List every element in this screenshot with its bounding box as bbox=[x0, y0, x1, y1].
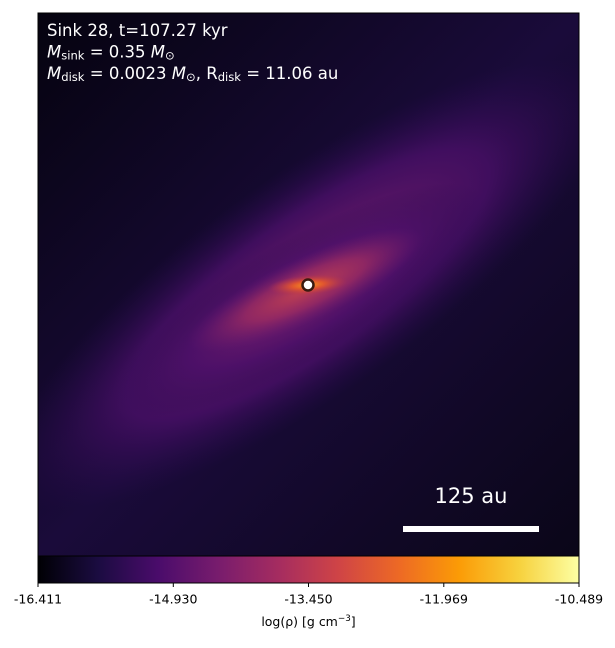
text-part: log(ρ) [g cm bbox=[261, 614, 338, 629]
colorbar-tick-label: -13.450 bbox=[284, 592, 332, 607]
text-part: disk bbox=[61, 70, 85, 84]
colorbar-tick-label: -10.489 bbox=[555, 592, 603, 607]
text-part: sink bbox=[61, 48, 85, 62]
text-part: disk bbox=[218, 70, 242, 84]
text-part: M bbox=[47, 64, 61, 83]
text-part: ⊙ bbox=[165, 48, 175, 62]
text-part: = 0.0023 bbox=[85, 64, 172, 83]
scalebar-label: 125 au bbox=[435, 484, 508, 508]
text-part: M bbox=[47, 42, 61, 61]
text-part: M bbox=[172, 64, 186, 83]
text-part: ⊙ bbox=[186, 70, 196, 84]
text-part: , R bbox=[196, 64, 218, 83]
text-part: −3 bbox=[338, 614, 351, 624]
colorbar: -16.411 -14.930 -13.450 -11.969 -10.489 log(ρ… bbox=[14, 555, 603, 629]
colorbar-tick-label: -14.930 bbox=[149, 592, 197, 607]
text-part: Sink 28, t=107.27 kyr bbox=[47, 21, 228, 40]
text-part: ] bbox=[351, 614, 356, 629]
text-part: M bbox=[151, 42, 165, 61]
annotation: Sink 28, t=107.27 kyr bbox=[47, 21, 228, 40]
text-part: = 0.35 bbox=[84, 42, 150, 61]
annotation: Msink = 0.35 M⊙ bbox=[47, 42, 175, 62]
density-map bbox=[38, 13, 579, 556]
colorbar-tick-label: -11.969 bbox=[420, 592, 468, 607]
colorbar-label: log(ρ) [g cm−3] bbox=[261, 614, 355, 629]
text-part: = 11.06 au bbox=[241, 64, 338, 83]
annotation: Mdisk = 0.0023 M⊙, Rdisk = 11.06 au bbox=[47, 64, 338, 84]
colorbar-tick-label: -16.411 bbox=[14, 592, 62, 607]
colorbar-gradient bbox=[37, 555, 580, 584]
